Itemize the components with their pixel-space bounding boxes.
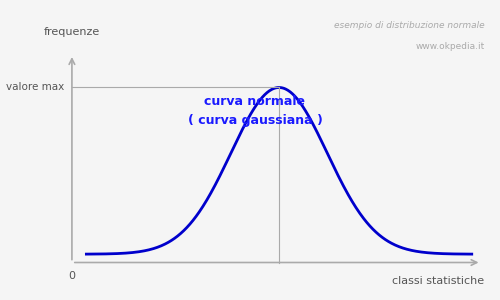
Text: 0: 0 — [68, 271, 75, 281]
Text: esempio di distribuzione normale: esempio di distribuzione normale — [334, 21, 485, 30]
Text: valore max: valore max — [6, 82, 64, 92]
Text: classi statistiche: classi statistiche — [392, 276, 484, 286]
Text: frequenze: frequenze — [44, 28, 100, 38]
Text: curva normale
( curva gaussiana ): curva normale ( curva gaussiana ) — [188, 95, 322, 128]
Text: www.okpedia.it: www.okpedia.it — [416, 42, 485, 51]
